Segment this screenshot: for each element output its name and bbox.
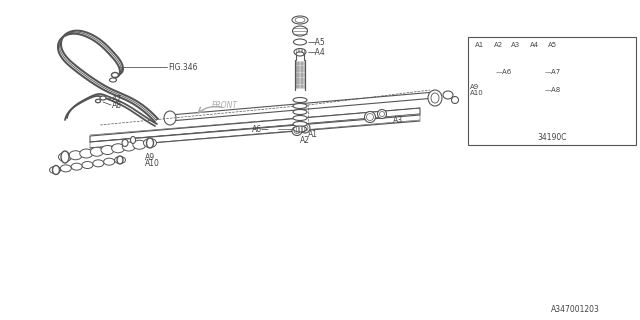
Text: A9: A9 <box>470 84 479 90</box>
Text: A3: A3 <box>511 42 520 48</box>
Ellipse shape <box>378 109 387 118</box>
Polygon shape <box>90 108 420 142</box>
Text: A3: A3 <box>393 116 403 124</box>
Ellipse shape <box>532 54 536 60</box>
Ellipse shape <box>292 16 308 24</box>
Ellipse shape <box>143 139 157 148</box>
Ellipse shape <box>483 86 486 93</box>
Ellipse shape <box>52 165 60 174</box>
Text: A9: A9 <box>145 153 155 162</box>
Ellipse shape <box>451 97 458 103</box>
Ellipse shape <box>495 52 502 62</box>
Text: —A8: —A8 <box>545 87 561 93</box>
Ellipse shape <box>100 96 106 100</box>
Ellipse shape <box>147 138 154 148</box>
Ellipse shape <box>293 103 307 108</box>
Ellipse shape <box>474 68 488 76</box>
Text: A5: A5 <box>547 42 557 48</box>
Ellipse shape <box>295 18 305 22</box>
Ellipse shape <box>294 129 300 133</box>
Text: A1: A1 <box>308 130 318 139</box>
Ellipse shape <box>481 84 488 96</box>
Polygon shape <box>170 92 435 121</box>
Ellipse shape <box>293 98 307 102</box>
Text: —A5: —A5 <box>308 37 326 46</box>
Ellipse shape <box>292 26 307 36</box>
Ellipse shape <box>131 137 136 143</box>
Text: A1: A1 <box>476 42 484 48</box>
Polygon shape <box>90 114 420 148</box>
Ellipse shape <box>365 111 376 123</box>
Ellipse shape <box>115 156 125 164</box>
Ellipse shape <box>367 114 374 121</box>
Text: —A4: —A4 <box>308 47 326 57</box>
Ellipse shape <box>428 90 442 106</box>
Ellipse shape <box>58 153 72 162</box>
Ellipse shape <box>292 126 302 135</box>
Ellipse shape <box>69 151 82 160</box>
Text: A2: A2 <box>493 42 502 48</box>
Text: A2: A2 <box>300 135 310 145</box>
Text: A8: A8 <box>112 100 122 109</box>
Text: A347001203: A347001203 <box>550 306 600 315</box>
Ellipse shape <box>513 52 520 62</box>
Ellipse shape <box>117 156 123 164</box>
Ellipse shape <box>80 149 93 158</box>
Ellipse shape <box>528 87 538 92</box>
Text: —A6: —A6 <box>496 69 512 75</box>
Ellipse shape <box>443 91 453 99</box>
Ellipse shape <box>300 123 310 133</box>
Text: 34190C: 34190C <box>537 132 567 141</box>
Ellipse shape <box>528 69 538 75</box>
Ellipse shape <box>49 166 61 173</box>
Ellipse shape <box>293 109 307 115</box>
Ellipse shape <box>294 39 307 45</box>
Ellipse shape <box>133 140 146 149</box>
Ellipse shape <box>82 162 93 169</box>
Ellipse shape <box>90 147 104 156</box>
Ellipse shape <box>496 53 500 60</box>
Ellipse shape <box>101 146 114 155</box>
Ellipse shape <box>122 142 135 151</box>
Bar <box>468 37 636 145</box>
Ellipse shape <box>296 52 304 56</box>
Ellipse shape <box>71 163 82 170</box>
Ellipse shape <box>104 158 115 165</box>
Text: A10: A10 <box>145 158 160 167</box>
Text: A7: A7 <box>112 94 122 103</box>
Ellipse shape <box>302 125 308 131</box>
Ellipse shape <box>122 140 128 147</box>
Text: FRONT: FRONT <box>212 100 238 109</box>
Text: FIG.346: FIG.346 <box>168 62 198 71</box>
Ellipse shape <box>550 52 554 62</box>
Text: A10: A10 <box>470 90 484 96</box>
Ellipse shape <box>477 52 483 62</box>
Ellipse shape <box>111 73 118 77</box>
Ellipse shape <box>478 53 482 60</box>
Ellipse shape <box>294 126 307 132</box>
Ellipse shape <box>61 151 69 163</box>
Ellipse shape <box>60 165 71 172</box>
Ellipse shape <box>93 160 104 167</box>
Text: —A7: —A7 <box>545 69 561 75</box>
Ellipse shape <box>164 111 176 125</box>
Ellipse shape <box>293 116 307 121</box>
Ellipse shape <box>111 144 125 153</box>
Ellipse shape <box>531 52 537 62</box>
Text: A6—: A6— <box>252 124 270 133</box>
Ellipse shape <box>514 53 518 60</box>
Ellipse shape <box>431 93 439 103</box>
Ellipse shape <box>95 99 100 103</box>
Ellipse shape <box>294 49 306 55</box>
Ellipse shape <box>109 78 116 82</box>
Text: A4: A4 <box>529 42 539 48</box>
Ellipse shape <box>380 111 385 116</box>
Ellipse shape <box>293 122 307 126</box>
